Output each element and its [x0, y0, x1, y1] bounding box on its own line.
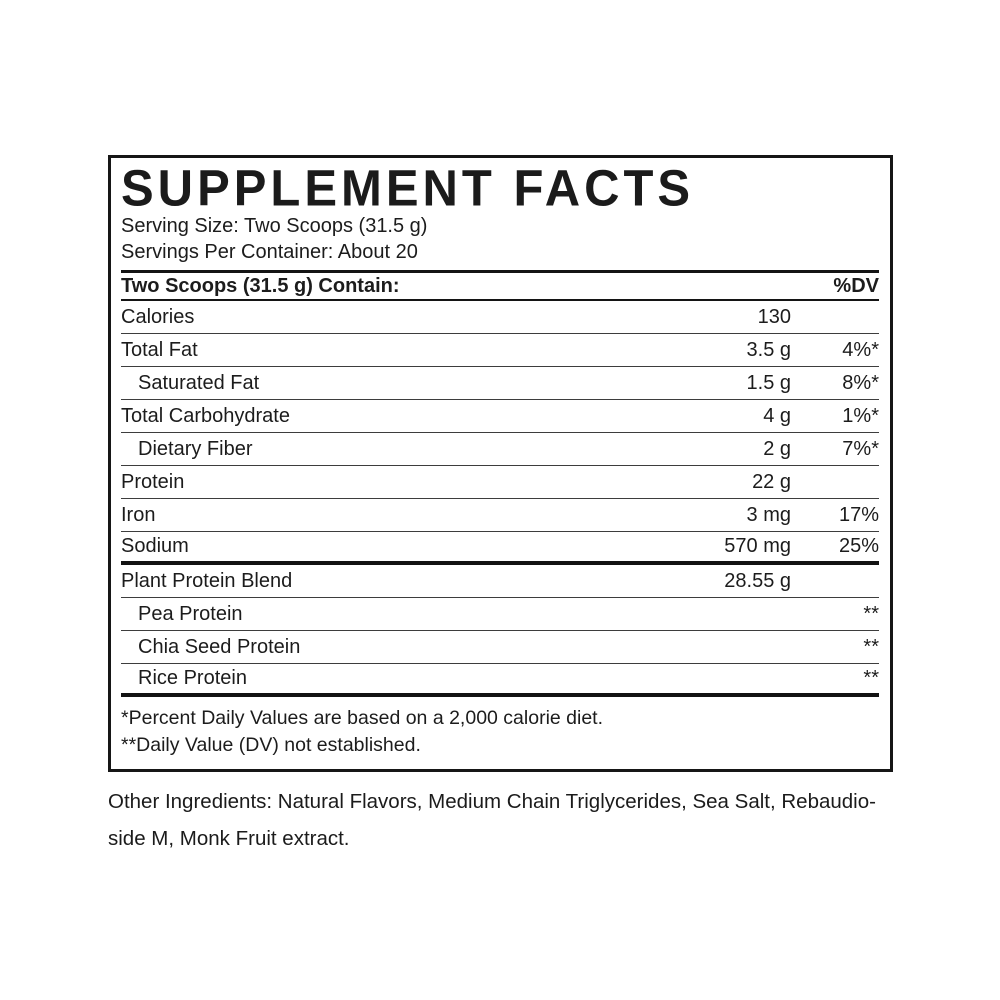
nutrient-name: Iron — [121, 503, 156, 526]
table-row-total-carbohydrate: Total Carbohydrate 4 g 1%* — [121, 400, 879, 433]
nutrition-table: Two Scoops (31.5 g) Contain: %DV Calorie… — [121, 270, 879, 697]
nutrient-amount: 2 g — [763, 437, 791, 460]
nutrient-dv: 25% — [838, 535, 879, 557]
nutrient-name: Pea Protein — [138, 602, 243, 625]
panel-title: SUPPLEMENT FACTS — [121, 160, 695, 218]
nutrient-amount: 3 mg — [746, 503, 791, 526]
nutrient-name: Sodium — [121, 535, 189, 557]
other-ingredients-line-2: side M, Monk Fruit extract. — [108, 827, 350, 850]
footnotes-section: *Percent Daily Values are based on a 2,0… — [121, 697, 879, 759]
nutrient-name: Dietary Fiber — [138, 437, 253, 460]
nutrient-name: Protein — [121, 470, 185, 493]
table-row-protein: Protein 22 g — [121, 466, 879, 499]
table-row-total-fat: Total Fat 3.5 g 4%* — [121, 334, 879, 367]
nutrient-dv: ** — [863, 602, 879, 625]
nutrient-dv: 8%* — [842, 371, 879, 394]
serving-size-text: Serving Size: Two Scoops (31.5 g) — [121, 215, 428, 237]
table-row-rice-protein: Rice Protein ** — [121, 664, 879, 697]
nutrient-name: Plant Protein Blend — [121, 569, 293, 592]
table-row-dietary-fiber: Dietary Fiber 2 g 7%* — [121, 433, 879, 466]
table-row-plant-protein-blend: Plant Protein Blend 28.55 g — [121, 565, 879, 598]
table-row-iron: Iron 3 mg 17% — [121, 499, 879, 532]
nutrient-amount: 22 g — [752, 470, 791, 493]
servings-per-container-text: Servings Per Container: About 20 — [121, 241, 418, 263]
nutrient-amount: 3.5 g — [746, 338, 791, 361]
table-row-chia-seed-protein: Chia Seed Protein ** — [121, 631, 879, 664]
nutrient-dv: 7%* — [842, 437, 879, 460]
nutrient-amount: 130 — [757, 305, 791, 328]
nutrient-name: Chia Seed Protein — [138, 635, 301, 658]
other-ingredients-line-1: Other Ingredients: Natural Flavors, Medi… — [108, 790, 876, 813]
other-ingredients-text: Other Ingredients: Natural Flavors, Medi… — [108, 783, 898, 857]
nutrient-amount: 1.5 g — [746, 371, 791, 394]
header-contain-label: Two Scoops (31.5 g) Contain: — [121, 274, 400, 297]
table-header-row: Two Scoops (31.5 g) Contain: %DV — [121, 270, 879, 301]
nutrient-amount: 570 mg — [724, 535, 791, 557]
nutrient-name: Rice Protein — [138, 667, 247, 689]
supplement-facts-panel: SUPPLEMENT FACTS Serving Size: Two Scoop… — [108, 155, 893, 772]
table-row-sodium: Sodium 570 mg 25% — [121, 532, 879, 565]
table-row-pea-protein: Pea Protein ** — [121, 598, 879, 631]
nutrient-dv: ** — [863, 667, 879, 689]
nutrient-name: Total Carbohydrate — [121, 404, 290, 427]
nutrient-dv: ** — [863, 635, 879, 658]
nutrient-dv: 17% — [838, 503, 879, 526]
table-row-saturated-fat: Saturated Fat 1.5 g 8%* — [121, 367, 879, 400]
nutrient-name: Total Fat — [121, 338, 198, 361]
footnote-daily-values: *Percent Daily Values are based on a 2,0… — [121, 707, 604, 729]
nutrient-dv: 4%* — [842, 338, 879, 361]
nutrient-name: Saturated Fat — [138, 371, 260, 394]
nutrient-dv: 1%* — [842, 404, 879, 427]
table-row-calories: Calories 130 — [121, 301, 879, 334]
header-dv-label: %DV — [833, 274, 879, 297]
nutrient-amount: 4 g — [763, 404, 791, 427]
nutrient-name: Calories — [121, 305, 195, 328]
footnote-dv-not-established: **Daily Value (DV) not established. — [121, 734, 421, 756]
nutrient-amount: 28.55 g — [724, 569, 791, 592]
